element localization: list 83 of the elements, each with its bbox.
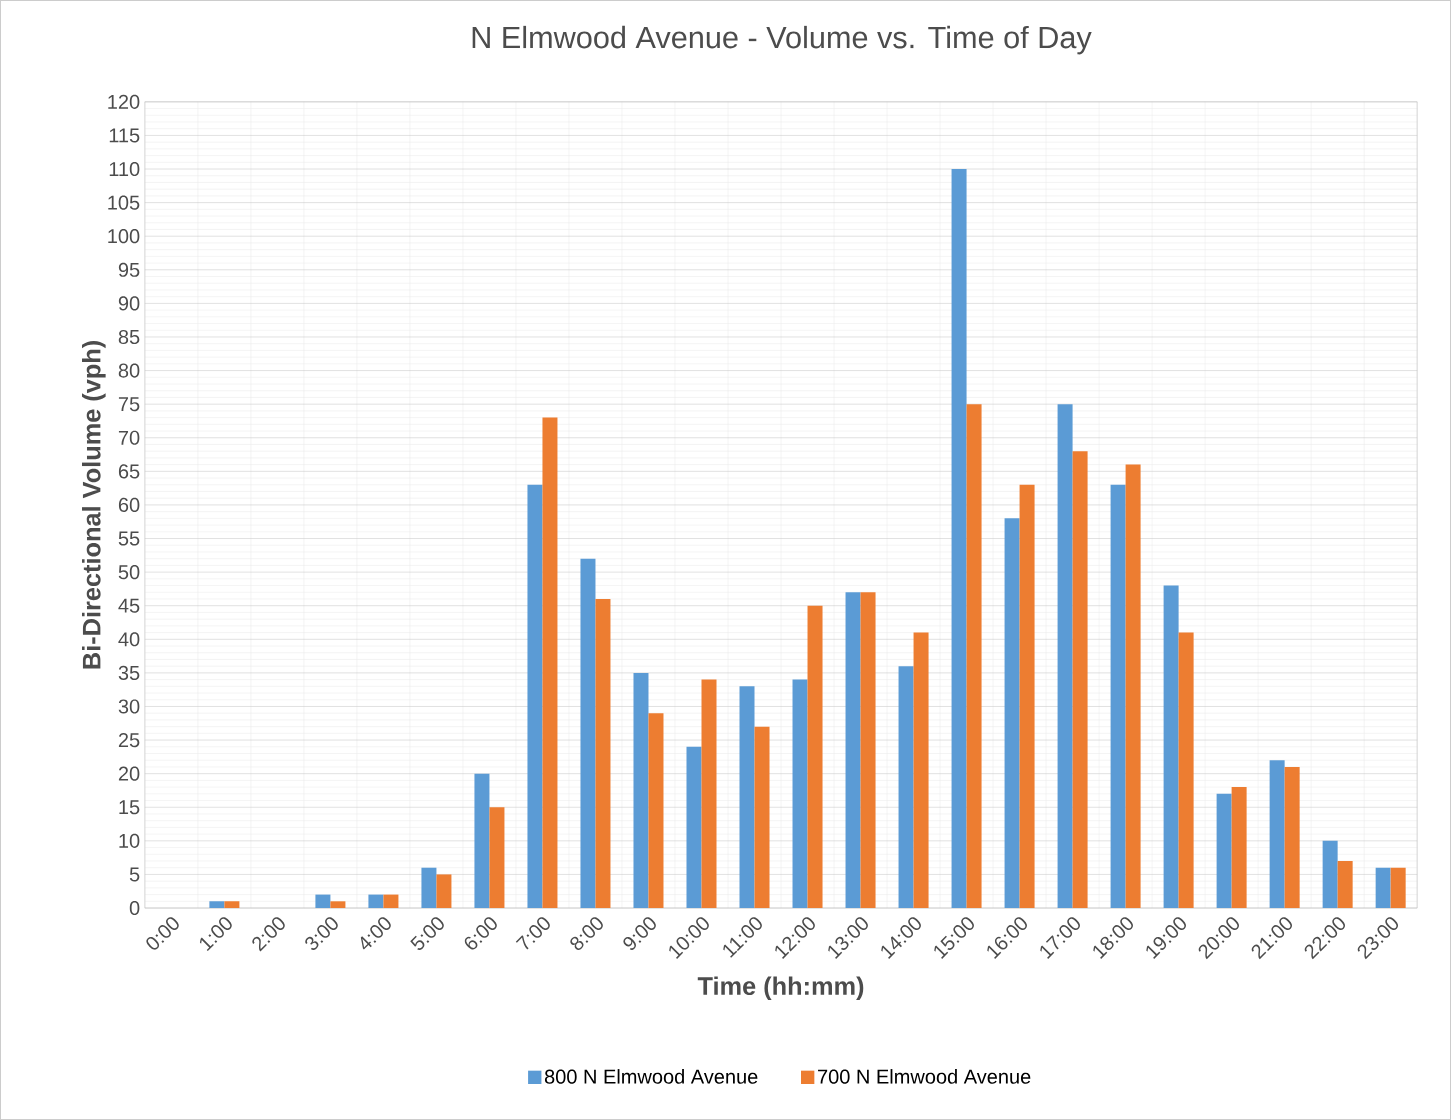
bar <box>739 686 755 909</box>
y-tick-label: 15 <box>119 800 140 815</box>
x-tick-label: 6:00 <box>464 917 497 950</box>
bar <box>224 901 240 909</box>
y-tick-label: 45 <box>118 598 140 613</box>
y-tick-label: 120 <box>108 94 140 109</box>
y-tick-label: 55 <box>118 531 140 546</box>
bar <box>845 592 861 909</box>
bar <box>209 901 225 909</box>
legend-label: 700 N Elmwood Avenue <box>818 1069 1031 1084</box>
x-axis-title: Time (hh:mm) <box>697 976 864 1001</box>
bar <box>1163 585 1179 909</box>
bar <box>648 713 664 909</box>
bar <box>1375 867 1391 909</box>
bar <box>966 404 982 909</box>
bar <box>754 726 770 909</box>
bar <box>1390 867 1406 909</box>
bar <box>1125 464 1141 909</box>
bar <box>330 901 346 909</box>
bar <box>1057 404 1073 909</box>
bar <box>898 666 914 909</box>
bar <box>436 874 452 909</box>
bar <box>595 599 611 909</box>
y-tick-label: 50 <box>118 565 140 580</box>
y-tick-label: 35 <box>118 665 140 681</box>
bar <box>633 672 649 909</box>
y-tick-label: 115 <box>109 128 140 143</box>
x-tick-label: 0:00 <box>146 917 179 950</box>
y-tick-label: 90 <box>118 296 140 311</box>
y-tick-label: 80 <box>118 363 140 378</box>
bar <box>368 894 384 909</box>
y-tick-label: 110 <box>109 161 140 177</box>
x-tick-label: 7:00 <box>515 917 550 950</box>
y-tick-label: 10 <box>119 833 140 848</box>
y-tick-label: 0 <box>129 900 140 916</box>
bar <box>421 867 437 909</box>
bar <box>489 807 505 909</box>
x-tick-label: 8:00 <box>570 917 603 951</box>
y-tick-label: 70 <box>118 430 140 445</box>
legend-label: 800 N Elmwood Avenue <box>544 1069 758 1084</box>
y-tick-label: 40 <box>118 632 140 647</box>
y-tick-label: 95 <box>118 262 140 277</box>
y-axis-title: Bi-Directional Volume (vph) <box>82 341 106 669</box>
bar <box>792 679 808 909</box>
y-tick-label: 25 <box>118 733 140 748</box>
bar <box>1019 484 1035 909</box>
bar <box>860 592 876 909</box>
bar <box>1004 518 1020 909</box>
y-tick-label: 60 <box>118 497 140 513</box>
y-tick-label: 30 <box>118 699 140 714</box>
bar <box>807 605 823 909</box>
bar <box>913 632 929 909</box>
bar <box>542 417 558 909</box>
x-tick-label: 4:00 <box>360 917 391 950</box>
bar <box>315 894 331 909</box>
bar <box>474 773 490 909</box>
bar <box>527 484 543 909</box>
bar <box>580 558 596 909</box>
bar <box>701 679 717 909</box>
y-tick-label: 105 <box>108 195 140 210</box>
x-tick-label: 1:00 <box>199 917 232 952</box>
bar <box>1322 840 1338 909</box>
x-tick-label: 3:00 <box>305 917 338 951</box>
bar <box>1231 787 1247 909</box>
bar <box>1337 861 1353 909</box>
x-tick-label: 5:00 <box>410 917 444 951</box>
bar <box>1110 484 1126 909</box>
y-tick-label: 20 <box>118 766 140 781</box>
bar <box>686 746 702 909</box>
bar <box>1178 632 1194 909</box>
y-tick-label: 100 <box>108 229 140 244</box>
bar <box>1072 451 1088 909</box>
bar <box>951 169 967 909</box>
bar <box>1269 760 1285 909</box>
y-tick-label: 5 <box>129 867 140 882</box>
y-tick-label: 85 <box>118 329 140 345</box>
bar <box>1284 766 1300 909</box>
x-tick-label: 9:00 <box>623 917 656 950</box>
bar <box>1216 793 1232 909</box>
chart-title: N Elmwood Avenue - Volume vs. Time of Day <box>472 25 1092 55</box>
y-tick-label: 75 <box>118 397 140 412</box>
y-tick-label: 65 <box>118 464 140 479</box>
bar <box>383 894 399 909</box>
